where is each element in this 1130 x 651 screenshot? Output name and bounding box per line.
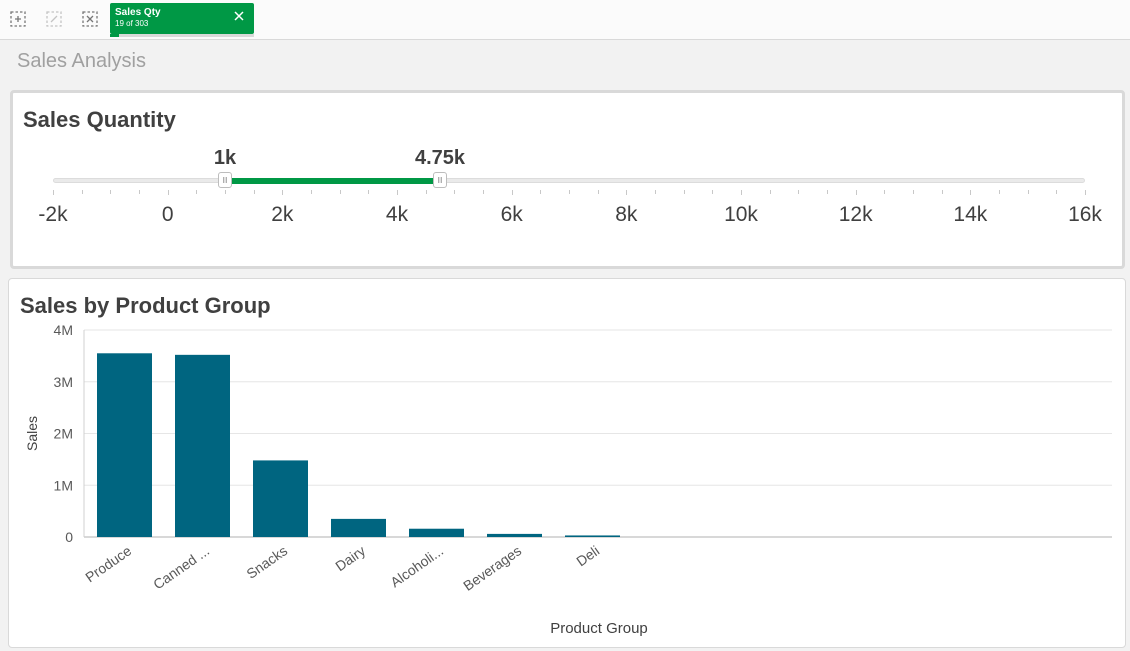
slider-tick [626,190,628,195]
slider-tick [913,190,914,194]
bar-beverages[interactable] [487,533,542,537]
slider-tick [225,190,226,194]
slider-tick [1056,190,1058,194]
selection-chip-sales-qty[interactable]: Sales Qty 19 of 303 [110,3,254,37]
slider-tick [483,190,484,194]
select-area-icon[interactable] [8,9,28,29]
slider-tick [511,190,513,195]
panel-title: Sales Quantity [23,107,176,132]
chart-title: Sales by Product Group [20,293,271,318]
sales-by-product-group-panel: Sales by Product Group 0 1M 2M 3M 4M Sales Pro… [8,278,1126,648]
x-tick-label: Snacks [243,542,290,581]
slider-tick [683,190,685,194]
slider-track[interactable] [53,178,1085,183]
slider-tick [196,190,198,194]
slider-tick-label: 6k [500,203,523,226]
selection-chip-title: Sales Qty [115,7,161,18]
clear-selections-icon[interactable] [80,9,100,29]
slider-tick [655,190,656,194]
sales-quantity-panel: Sales Quantity 1k 4.75k II II -2k 0 2k 4k 6k… [10,90,1125,269]
slider-tick [311,190,312,194]
slider-tick [282,190,284,195]
close-icon[interactable] [233,10,245,22]
bar-deli[interactable] [565,535,620,537]
slider-tick [454,190,456,194]
slider-tick [569,190,570,194]
selection-progress-fill [110,34,120,37]
x-tick-label: Canned ... [150,542,212,592]
slider-tick [769,190,771,194]
slider-tick [1085,190,1086,195]
high-handle[interactable]: II [433,172,447,188]
selection-chip-count: 19 of 303 [115,19,149,28]
bar-alcoholi[interactable] [409,528,464,537]
slider-tick [941,190,943,194]
slider-tick [712,190,714,194]
slider-tick-label: 12k [838,203,873,226]
bar-snacks[interactable] [253,460,308,537]
x-tick-label: Deli [573,542,602,569]
slider-tick-label: 8k [615,203,638,226]
y-tick-label: 1M [54,477,73,493]
selections-toolbar: Sales Qty 19 of 303 [0,0,1130,40]
x-axis-title: Product Group [550,620,648,637]
slider-tick-label: 14k [953,203,988,226]
x-tick-label: Beverages [460,542,524,594]
slider-tick [970,190,972,195]
range-slider[interactable]: 1k 4.75k II II -2k 0 2k 4k 6k 8k 10k 12k 14k 16k [13,93,1122,266]
sheet-title: Sales Analysis [17,50,146,72]
select-disabled-icon[interactable] [44,9,64,29]
x-tick-label: Alcoholi... [387,542,446,590]
slider-tick-label: 10k [724,203,758,226]
slider-tick [741,190,742,195]
slider-tick [827,190,828,194]
slider-tick [597,190,599,194]
y-tick-label: 2M [54,426,73,442]
slider-tick-label: 4k [385,203,409,226]
low-handle[interactable]: II [218,172,232,188]
y-tick-label: 3M [54,374,73,390]
slider-tick [798,190,800,194]
slider-tick [999,190,1000,194]
slider-tick [368,190,370,194]
slider-tick [855,190,857,195]
slider-tick [167,190,169,195]
slider-tick [1027,190,1029,194]
slider-tick [397,190,398,195]
slider-tick [339,190,341,194]
slider-tick [425,190,427,194]
x-tick-label: Dairy [332,542,368,574]
slider-tick [139,190,140,194]
x-tick-label: Produce [82,542,134,585]
y-tick-label: 4M [54,322,73,338]
slider-selected-range[interactable] [225,178,440,184]
slider-tick [81,190,83,194]
slider-tick-label: 0 [161,203,174,226]
slider-tick [253,190,255,194]
bar-dairy[interactable] [331,518,386,537]
bar-canned[interactable] [175,354,230,537]
y-tick-label: 0 [65,529,73,545]
slider-tick [53,190,54,195]
bar-chart[interactable]: 0 1M 2M 3M 4M Sales Produce Canned ... Snacks Dai… [9,279,1125,647]
slider-tick-label: 16k [1068,203,1102,226]
slider-tick [884,190,886,194]
grip-icon: II [437,175,443,185]
bar-produce[interactable] [97,353,152,537]
high-value-label: 4.75k [414,147,466,169]
y-axis-title: Sales [24,416,40,451]
slider-tick [110,190,112,194]
grip-icon: II [222,175,228,185]
slider-tick-label: -2k [38,203,68,226]
slider-tick-label: 2k [271,203,294,226]
low-value-label: 1k [213,147,237,169]
selection-progress-bar [110,34,254,37]
slider-tick [540,190,542,194]
